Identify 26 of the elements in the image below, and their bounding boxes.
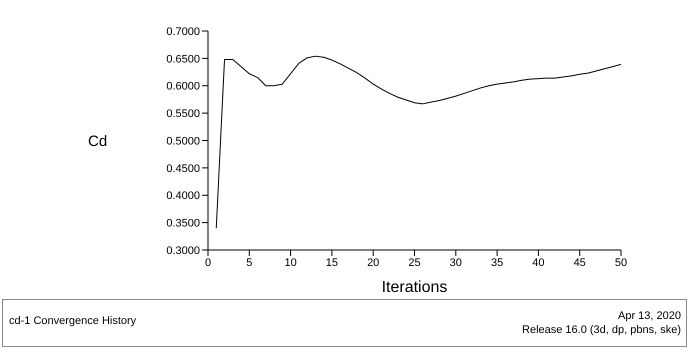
x-tick-label: 30 <box>450 256 462 269</box>
x-tick-label: 0 <box>204 256 212 269</box>
x-tick-label: 15 <box>326 256 338 269</box>
x-tick-label: 50 <box>614 256 628 269</box>
y-tick-label: 0.6000 <box>166 80 200 93</box>
y-tick-label: 0.5500 <box>166 108 200 120</box>
y-tick-label: 0.7000 <box>166 26 200 38</box>
y-axis-title: Cd <box>88 132 108 150</box>
x-axis-title: Iterations <box>382 279 448 296</box>
x-tick-label: 10 <box>284 256 297 269</box>
line-series <box>216 56 621 229</box>
x-tick-label: 25 <box>408 256 421 269</box>
y-tick-label: 0.4500 <box>166 162 200 175</box>
text: Apr 13, 2020 <box>617 309 681 323</box>
y-tick-label: 0.4000 <box>166 190 200 202</box>
y-tick-label: 0.3000 <box>166 244 200 257</box>
x-tick-label: 5 <box>246 256 252 269</box>
x-tick-label: 40 <box>532 256 545 269</box>
x-tick-label: 45 <box>574 256 586 269</box>
x-tick-label: 35 <box>490 256 504 269</box>
text: cd-1 Convergence History <box>9 315 136 327</box>
x-tick-label: 20 <box>367 256 380 269</box>
y-tick-label: 0.5000 <box>166 135 200 148</box>
text: Release 16.0 (3d, dp, pbns, ske) <box>522 323 681 337</box>
y-tick-label: 0.6500 <box>166 53 200 66</box>
y-tick-label: 0.3500 <box>166 218 200 230</box>
